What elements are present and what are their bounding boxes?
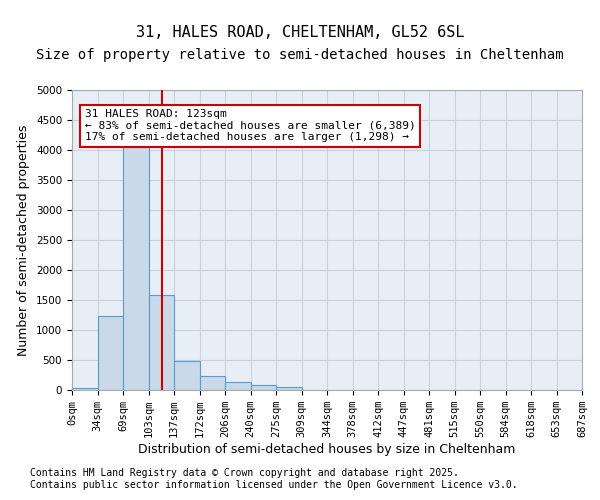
Bar bbox=[174, 360, 199, 390]
Y-axis label: Number of semi-detached properties: Number of semi-detached properties bbox=[17, 124, 31, 356]
Text: Contains HM Land Registry data © Crown copyright and database right 2025.
Contai: Contains HM Land Registry data © Crown c… bbox=[30, 468, 518, 490]
Bar bbox=[276, 387, 302, 390]
Bar bbox=[199, 376, 225, 390]
Bar bbox=[123, 147, 149, 390]
Bar bbox=[225, 382, 251, 390]
Text: Size of property relative to semi-detached houses in Cheltenham: Size of property relative to semi-detach… bbox=[36, 48, 564, 62]
Bar bbox=[72, 388, 97, 390]
Text: 31, HALES ROAD, CHELTENHAM, GL52 6SL: 31, HALES ROAD, CHELTENHAM, GL52 6SL bbox=[136, 25, 464, 40]
X-axis label: Distribution of semi-detached houses by size in Cheltenham: Distribution of semi-detached houses by … bbox=[139, 443, 515, 456]
Bar bbox=[251, 384, 276, 390]
Bar bbox=[97, 316, 123, 390]
Text: 31 HALES ROAD: 123sqm
← 83% of semi-detached houses are smaller (6,389)
17% of s: 31 HALES ROAD: 123sqm ← 83% of semi-deta… bbox=[85, 109, 415, 142]
Bar bbox=[149, 294, 174, 390]
